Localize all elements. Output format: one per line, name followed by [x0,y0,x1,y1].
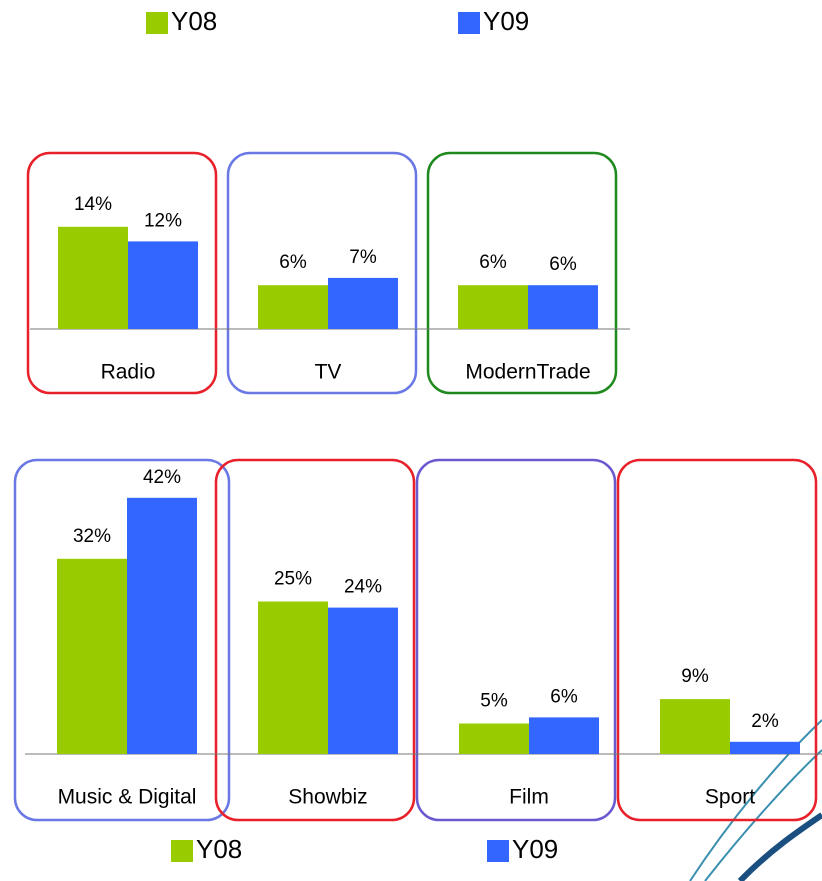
swoosh [704,749,822,881]
category-label: Radio [101,361,156,384]
category-box [226,151,418,395]
value-label: 42% [143,467,181,488]
bar [459,723,529,754]
legend-swatch [487,840,509,862]
bar [529,717,599,754]
bar [58,226,128,329]
bar [328,607,398,754]
legend-label: Y09 [512,834,558,864]
bar [458,285,528,329]
bar [128,241,198,329]
legend-swatch [146,12,168,34]
value-label: 6% [549,254,577,275]
decoration [689,719,822,881]
category-box [426,151,618,395]
bar [528,285,598,329]
bar [328,277,398,329]
category-label: Film [509,786,549,809]
swoosh [737,812,822,881]
value-label: 25% [274,569,312,590]
bar [258,601,328,754]
value-label: 24% [344,577,382,598]
category-label: Music & Digital [58,786,197,809]
value-label: 7% [349,247,377,268]
value-label: 5% [480,691,508,712]
value-label: 6% [279,252,307,273]
value-label: 12% [144,210,182,231]
category-box [616,458,818,822]
value-label: 14% [74,194,112,215]
legend-label: Y08 [196,834,242,864]
value-label: 9% [681,666,709,687]
bar [730,741,800,754]
value-label: 2% [751,711,779,732]
bar [660,699,730,754]
value-label: 6% [550,686,578,707]
bar [258,285,328,329]
legend-swatch [458,12,480,34]
legend-label: Y08 [171,6,217,36]
bar [127,497,197,754]
bar [57,558,127,754]
category-label: ModernTrade [465,361,590,384]
value-label: 6% [479,252,507,273]
category-label: Showbiz [288,786,367,809]
swoosh [689,719,822,881]
legend-swatch [171,840,193,862]
category-box [214,458,416,822]
legend-label: Y09 [483,6,529,36]
category-box [26,151,218,395]
category-label: Sport [705,786,755,809]
category-label: TV [315,361,342,384]
category-box [415,458,617,822]
category-box [13,458,231,822]
value-label: 32% [73,526,111,547]
